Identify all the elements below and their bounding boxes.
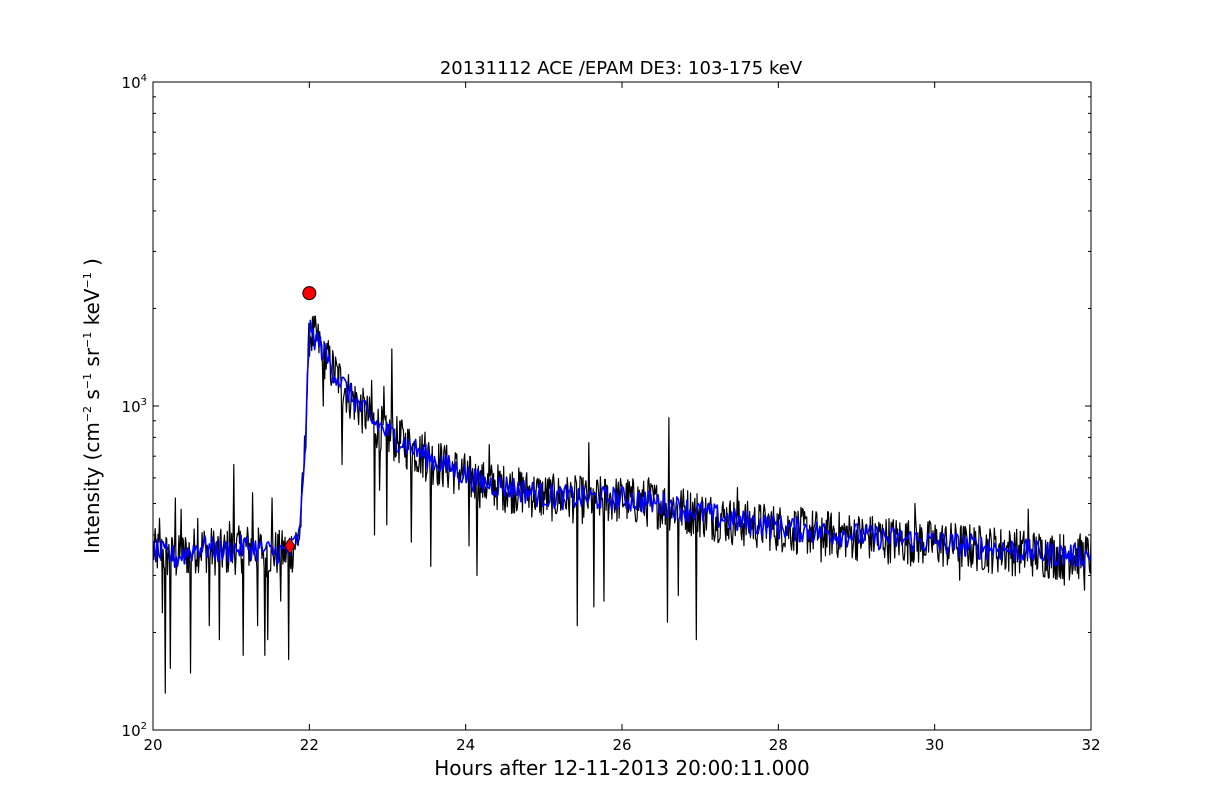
x-tick-label: 24 (456, 736, 475, 754)
y-tick-label: 104 (122, 73, 147, 92)
series-layer (153, 315, 1091, 694)
x-tick-label: 20 (143, 736, 162, 754)
y-axis-label-exp1: −2 (81, 406, 94, 422)
x-tick-label: 32 (1081, 736, 1100, 754)
y-tick-base: 10 (122, 398, 141, 416)
y-axis-label-mid2: sr (80, 347, 104, 373)
y-axis-label-exp2: −1 (81, 373, 94, 389)
y-tick-base: 10 (122, 74, 141, 92)
chart-title: 20131112 ACE /EPAM DE3: 103-175 keV (440, 58, 803, 79)
y-tick-label: 102 (122, 721, 147, 740)
y-axis-label-prefix: Intensity (cm (80, 422, 104, 554)
y-tick-label: 103 (122, 397, 147, 416)
onset-marker-diamond (284, 537, 296, 555)
marker-layer (284, 286, 317, 555)
x-tick-label: 28 (769, 736, 788, 754)
y-tick-exponent: 2 (141, 721, 147, 732)
plot-frame (152, 81, 1092, 731)
y-tick-exponent: 3 (141, 397, 147, 408)
y-axis-label-mid3: keV (80, 288, 104, 332)
y-axis-label: Intensity (cm−2 s−1 sr−1 keV−1 ) (80, 258, 104, 554)
y-axis-label-suffix: ) (80, 258, 104, 272)
series-line-2 (153, 319, 1091, 569)
x-tick-label: 22 (300, 736, 319, 754)
plot-area (153, 82, 1091, 730)
x-tick-label: 30 (925, 736, 944, 754)
peak-marker-circle (302, 286, 317, 301)
x-tick-label: 26 (612, 736, 631, 754)
x-axis-label: Hours after 12-11-2013 20:00:11.000 (434, 756, 810, 780)
y-axis-label-mid1: s (80, 389, 104, 406)
y-axis-label-exp4: −1 (81, 272, 94, 288)
y-axis-label-exp3: −1 (81, 332, 94, 348)
y-tick-base: 10 (122, 722, 141, 740)
y-tick-exponent: 4 (141, 73, 147, 84)
